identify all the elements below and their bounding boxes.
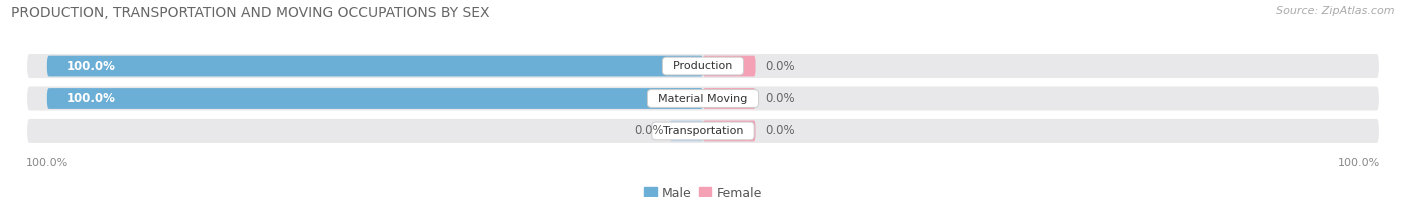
Text: Transportation: Transportation: [655, 126, 751, 136]
Text: 0.0%: 0.0%: [765, 59, 794, 72]
Text: PRODUCTION, TRANSPORTATION AND MOVING OCCUPATIONS BY SEX: PRODUCTION, TRANSPORTATION AND MOVING OC…: [11, 6, 489, 20]
Legend: Male, Female: Male, Female: [640, 182, 766, 197]
Text: 0.0%: 0.0%: [765, 125, 794, 138]
FancyBboxPatch shape: [46, 56, 703, 76]
Text: Source: ZipAtlas.com: Source: ZipAtlas.com: [1277, 6, 1395, 16]
Text: 100.0%: 100.0%: [66, 59, 115, 72]
Text: Material Moving: Material Moving: [651, 94, 755, 103]
Text: Production: Production: [666, 61, 740, 71]
Text: 0.0%: 0.0%: [634, 125, 664, 138]
FancyBboxPatch shape: [703, 121, 755, 141]
FancyBboxPatch shape: [27, 119, 1379, 143]
FancyBboxPatch shape: [703, 56, 755, 76]
FancyBboxPatch shape: [27, 54, 1379, 78]
Text: 0.0%: 0.0%: [765, 92, 794, 105]
FancyBboxPatch shape: [27, 86, 1379, 111]
FancyBboxPatch shape: [671, 121, 703, 141]
FancyBboxPatch shape: [703, 88, 755, 109]
FancyBboxPatch shape: [46, 88, 703, 109]
Text: 100.0%: 100.0%: [66, 92, 115, 105]
